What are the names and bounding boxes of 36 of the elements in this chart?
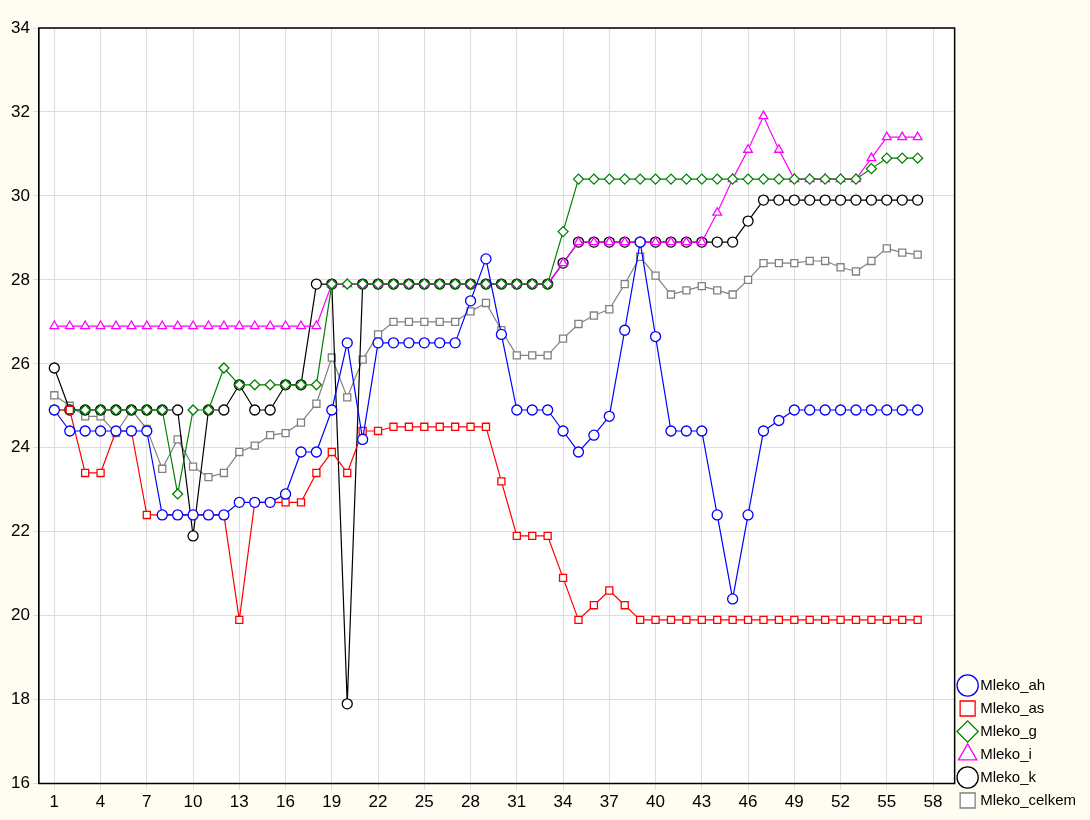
legend-label: Mleko_i <box>980 744 1032 762</box>
x-tick-label: 7 <box>142 792 152 812</box>
x-tick-label: 22 <box>368 792 388 812</box>
y-tick-label: 18 <box>10 689 30 709</box>
x-tick-label: 58 <box>923 792 943 812</box>
x-tick-label: 43 <box>692 792 712 812</box>
x-tick-label: 4 <box>95 792 106 812</box>
x-tick-label: 49 <box>784 792 804 812</box>
x-tick-label: 37 <box>599 792 619 812</box>
x-tick-label: 40 <box>646 792 666 812</box>
x-tick-label: 1 <box>49 792 60 812</box>
x-tick-label: 19 <box>322 792 342 812</box>
legend-label: Mleko_celkem <box>980 790 1077 808</box>
legend-label: Mleko_k <box>980 767 1037 785</box>
x-tick-label: 28 <box>461 792 481 812</box>
y-tick-label: 16 <box>10 773 30 793</box>
y-tick-label: 26 <box>10 353 30 373</box>
y-tick-label: 22 <box>10 521 30 541</box>
legend-label: Mleko_as <box>980 698 1045 716</box>
legend-label: Mleko_ah <box>980 675 1046 693</box>
y-tick-label: 32 <box>10 101 30 121</box>
y-tick-label: 30 <box>10 185 30 205</box>
legend-label: Mleko_g <box>980 721 1037 739</box>
y-tick-label: 20 <box>10 605 30 625</box>
x-tick-label: 13 <box>229 792 249 812</box>
x-tick-label: 55 <box>877 792 897 812</box>
x-tick-label: 34 <box>553 792 573 812</box>
y-tick-label: 28 <box>10 269 30 289</box>
x-tick-label: 25 <box>414 792 434 812</box>
y-tick-label: 24 <box>10 437 30 457</box>
x-tick-label: 10 <box>183 792 203 812</box>
x-tick-label: 46 <box>738 792 758 812</box>
x-tick-label: 31 <box>507 792 527 812</box>
x-tick-label: 16 <box>276 792 296 812</box>
y-tick-label: 34 <box>10 17 30 37</box>
x-tick-label: 52 <box>831 792 851 812</box>
